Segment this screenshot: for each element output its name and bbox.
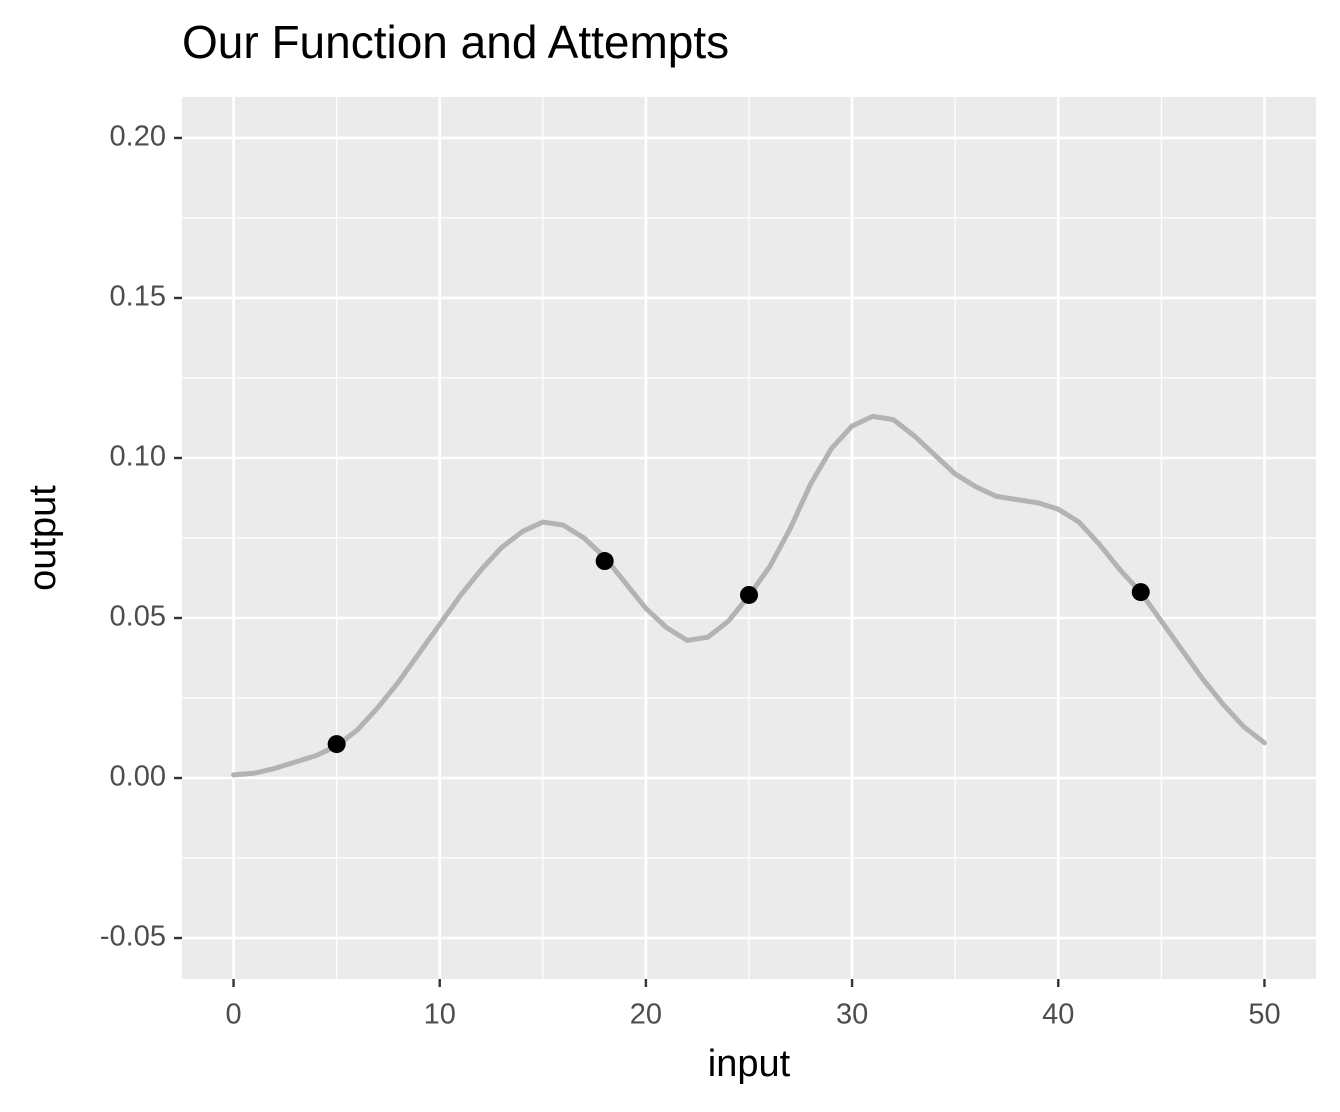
y-tick-label: 0.05 bbox=[110, 601, 166, 633]
y-axis-label: output bbox=[22, 485, 64, 591]
y-tick-label: 0.10 bbox=[110, 441, 166, 473]
marks bbox=[231, 413, 1267, 778]
x-axis-label: input bbox=[708, 1043, 791, 1085]
x-tick-label: 50 bbox=[1248, 999, 1280, 1031]
y-tick-label: 0.20 bbox=[110, 121, 166, 153]
x-tick-label: 30 bbox=[836, 999, 868, 1031]
x-tick-label: 40 bbox=[1042, 999, 1074, 1031]
y-tick-label: -0.05 bbox=[100, 921, 166, 953]
x-tick-label: 0 bbox=[225, 999, 241, 1031]
point bbox=[740, 585, 758, 604]
x-tick-label: 10 bbox=[424, 999, 456, 1031]
x-tick-label: 20 bbox=[630, 999, 662, 1031]
y-tick-label: 0.15 bbox=[110, 281, 166, 313]
point bbox=[595, 552, 614, 571]
grid bbox=[182, 97, 1316, 979]
chart-title: Our Function and Attempts bbox=[182, 16, 729, 68]
y-tick-label: 0.00 bbox=[110, 761, 166, 793]
point bbox=[327, 735, 346, 754]
point bbox=[1131, 583, 1150, 602]
